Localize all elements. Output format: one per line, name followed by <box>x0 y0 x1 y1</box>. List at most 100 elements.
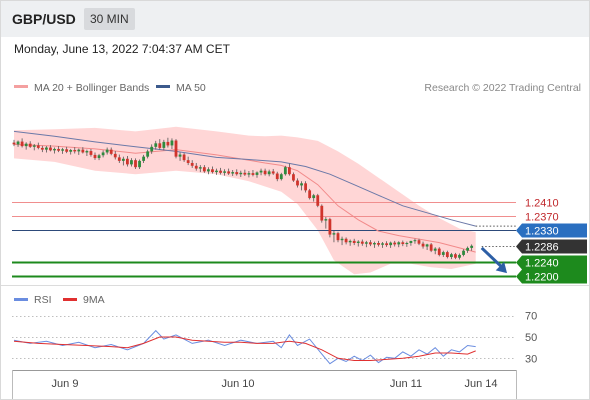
rsi-ma-legend-label: 9MA <box>83 294 105 306</box>
candle-body <box>324 219 328 221</box>
candle-body <box>292 174 295 181</box>
candle-body <box>20 141 24 147</box>
candle-body <box>397 242 401 245</box>
timeframe-badge[interactable]: 30 MIN <box>84 8 135 30</box>
candle-body <box>227 171 231 174</box>
candle-body <box>61 149 64 151</box>
candle-body <box>255 172 259 175</box>
candle-body <box>53 148 56 151</box>
candle-body <box>441 252 445 255</box>
candle-body <box>16 141 20 145</box>
candle-body <box>85 151 89 153</box>
x-tick-label: Jun 11 <box>390 378 422 390</box>
x-tick-label: Jun 9 <box>52 378 79 390</box>
rsi-tick-label: 50 <box>525 332 537 344</box>
candle-body <box>413 240 417 242</box>
level-tag-current <box>516 239 587 254</box>
candle-body <box>219 170 222 173</box>
candle-body <box>105 149 109 153</box>
price-legend: MA 20 + Bollinger Bands MA 50 Research ©… <box>14 82 581 94</box>
candle-body <box>271 171 275 174</box>
level-label-resistance: 1.2410 <box>525 198 559 210</box>
candle-body <box>170 140 174 146</box>
candle-body <box>12 142 16 145</box>
candle-body <box>40 147 44 150</box>
candle-body <box>259 170 263 173</box>
candle-body <box>24 143 28 147</box>
ma50-line <box>13 130 476 227</box>
ma50-legend-label: MA 50 <box>176 82 206 94</box>
candle-body <box>308 190 312 199</box>
candle-body <box>154 143 158 147</box>
candle-body <box>207 169 210 172</box>
candle-body <box>142 156 145 161</box>
bollinger-band-area <box>14 126 476 275</box>
candle-body <box>433 248 437 251</box>
candle-body <box>134 160 137 168</box>
candle-body <box>247 173 251 175</box>
candle-body <box>381 243 384 245</box>
forecast-arrow-shaft <box>480 246 505 270</box>
rsi-ma-line <box>13 336 476 361</box>
level-tag-support <box>516 269 587 284</box>
candle-body <box>425 244 429 247</box>
candle-body <box>251 173 255 175</box>
level-label-pivot: 1.2330 <box>525 226 559 238</box>
candle-body <box>417 240 421 244</box>
candle-body <box>275 173 279 180</box>
level-label-support: 1.2200 <box>525 272 559 284</box>
level-tag-pivot <box>516 223 587 238</box>
candle-body <box>223 171 226 173</box>
candle-body <box>332 233 336 235</box>
candle-body <box>89 151 93 155</box>
copyright-label: Research © 2022 Trading Central <box>424 82 581 94</box>
candle-body <box>454 254 457 258</box>
rsi-tick-label: 70 <box>525 311 537 323</box>
bollinger-bands <box>14 126 476 275</box>
candle-body <box>312 195 316 199</box>
candle-body <box>182 154 186 161</box>
candle-body <box>117 157 121 161</box>
rsi-line <box>13 329 476 365</box>
candle-body <box>462 250 465 255</box>
time-axis: Jun 9 Jun 10 Jun 11 Jun 14 <box>12 370 517 399</box>
candle-body <box>162 141 166 148</box>
candle-body <box>57 148 60 151</box>
candle-body <box>352 240 356 243</box>
ma20-legend-label: MA 20 + Bollinger Bands <box>34 82 149 94</box>
ma20-legend-swatch <box>14 85 28 88</box>
candle-body <box>369 242 372 245</box>
candle-body <box>186 160 190 163</box>
candle-body <box>344 238 348 243</box>
candle-body <box>158 143 162 148</box>
candle-body <box>409 240 413 243</box>
candle-body <box>198 167 202 169</box>
candle-body <box>65 149 69 152</box>
header-bar: GBP/USD 30 MIN <box>1 1 589 37</box>
x-tick-label: Jun 10 <box>221 378 254 390</box>
rsi-ma-legend-swatch <box>63 298 77 301</box>
candle-body <box>300 183 303 186</box>
candle-body <box>97 155 101 159</box>
candlesticks <box>12 137 474 260</box>
level-label-support: 1.2240 <box>525 258 559 270</box>
candle-body <box>393 242 397 245</box>
candle-body <box>49 147 52 151</box>
candle-body <box>389 242 393 246</box>
candle-body <box>377 242 380 245</box>
candle-body <box>81 149 85 153</box>
candle-body <box>45 147 48 150</box>
candle-body <box>267 171 271 175</box>
level-tag-support <box>516 255 587 270</box>
candle-body <box>28 143 32 147</box>
candle-body <box>231 172 235 174</box>
candle-body <box>445 252 449 258</box>
level-label-resistance: 1.2370 <box>525 212 559 224</box>
candle-body <box>283 167 287 175</box>
candle-body <box>166 141 170 146</box>
candle-body <box>202 167 206 172</box>
candle-body <box>178 154 182 157</box>
forecast-arrow <box>480 246 507 274</box>
